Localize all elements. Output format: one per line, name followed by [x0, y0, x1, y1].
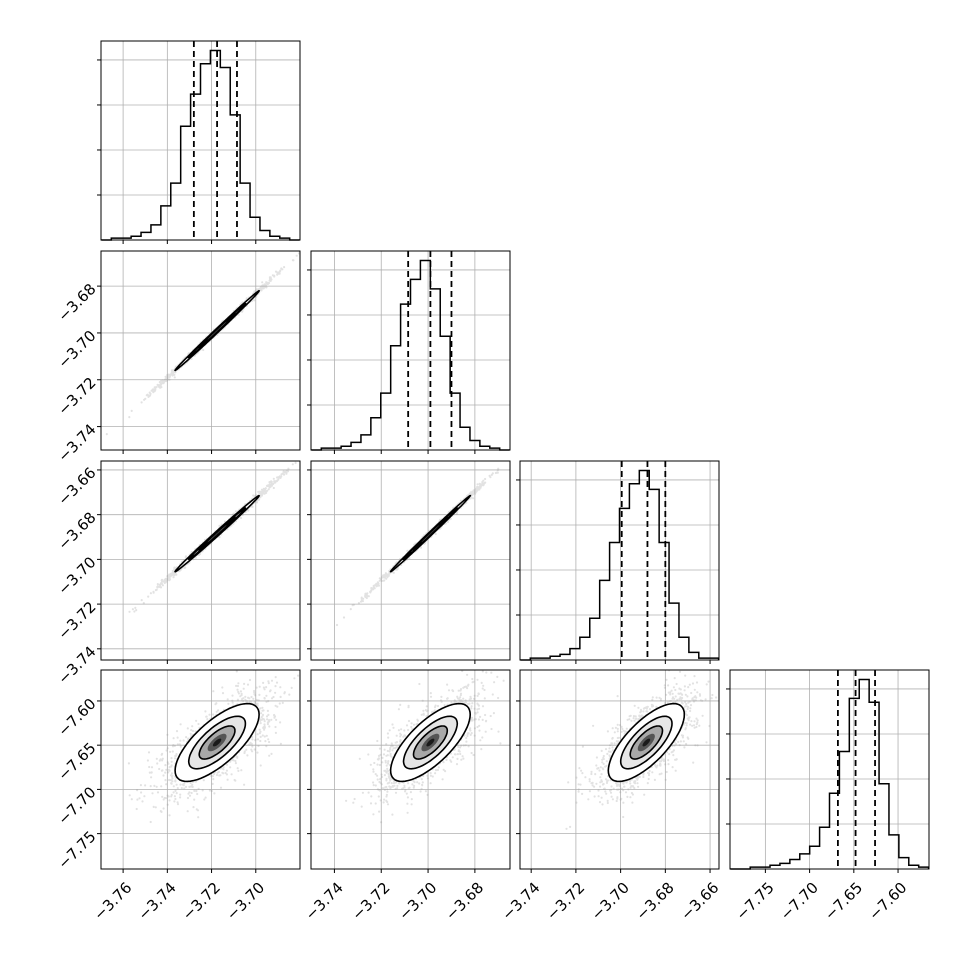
- y-tick-label: −3.66: [54, 464, 99, 509]
- panel-2-1: [307, 460, 511, 664]
- panel-border: [100, 250, 301, 451]
- panel-border: [100, 460, 301, 661]
- density-contour: [212, 738, 222, 747]
- panel-3-0: [97, 669, 301, 873]
- x-tick-label: −7.60: [865, 879, 910, 924]
- panel-border: [729, 669, 930, 870]
- x-tick-label: −3.70: [588, 879, 633, 924]
- x-tick-label: −3.74: [302, 879, 347, 924]
- x-tick-label: −3.76: [90, 879, 135, 924]
- panel-border: [519, 460, 720, 661]
- panel-3-1: [307, 669, 511, 873]
- y-tick-label: −3.72: [54, 598, 99, 643]
- y-tick-label: −7.65: [54, 739, 99, 784]
- x-tick-label: −3.68: [632, 879, 677, 924]
- y-tick-label: −3.70: [54, 553, 99, 598]
- x-tick-label: −3.68: [442, 879, 487, 924]
- x-tick-label: −7.75: [733, 879, 778, 924]
- histogram-step: [101, 49, 300, 241]
- y-tick-label: −3.68: [54, 508, 99, 553]
- panel-2-2: [516, 460, 720, 664]
- sample-points: [565, 670, 718, 830]
- y-tick-label: −3.68: [54, 280, 99, 325]
- y-tick-label: −3.72: [54, 374, 99, 419]
- x-tick-label: −7.70: [777, 879, 822, 924]
- density-contour: [426, 529, 435, 538]
- sample-points: [345, 670, 505, 824]
- y-tick-label: −7.75: [54, 827, 99, 872]
- panel-0-0: [97, 40, 301, 244]
- panel-3-2: [516, 669, 720, 873]
- x-tick-label: −3.70: [223, 879, 268, 924]
- x-tick-label: −3.74: [134, 879, 179, 924]
- density-contour: [642, 738, 651, 747]
- y-tick-label: −3.70: [54, 327, 99, 372]
- panel-border: [310, 460, 511, 661]
- x-tick-label: −3.70: [395, 879, 440, 924]
- panel-border: [310, 669, 511, 870]
- x-tick-label: −3.74: [498, 879, 543, 924]
- x-tick-label: −3.72: [179, 879, 224, 924]
- sample-points: [128, 461, 297, 613]
- density-contour: [212, 326, 222, 335]
- panel-border: [519, 669, 720, 870]
- x-tick-label: −3.66: [677, 879, 722, 924]
- sample-points: [127, 670, 300, 824]
- panel-1-0: [97, 250, 301, 454]
- x-tick-label: −3.72: [543, 879, 588, 924]
- x-tick-label: −7.65: [821, 879, 866, 924]
- y-tick-label: −3.74: [54, 420, 99, 465]
- panel-3-3: [726, 669, 930, 873]
- panel-2-0: [97, 460, 301, 664]
- y-tick-label: −3.74: [54, 643, 99, 688]
- density-contour: [426, 738, 435, 747]
- y-tick-label: −7.70: [54, 783, 99, 828]
- sample-points: [105, 251, 300, 436]
- histogram-step: [311, 259, 510, 451]
- density-contour: [212, 529, 222, 538]
- y-tick-label: −7.60: [54, 695, 99, 740]
- panel-1-1: [307, 250, 511, 454]
- histogram-step: [730, 678, 930, 870]
- x-tick-label: −3.72: [348, 879, 393, 924]
- panel-border: [100, 669, 301, 870]
- panel-border: [310, 250, 511, 451]
- panel-border: [100, 40, 301, 241]
- histogram-step: [520, 469, 720, 661]
- sample-points: [335, 461, 508, 627]
